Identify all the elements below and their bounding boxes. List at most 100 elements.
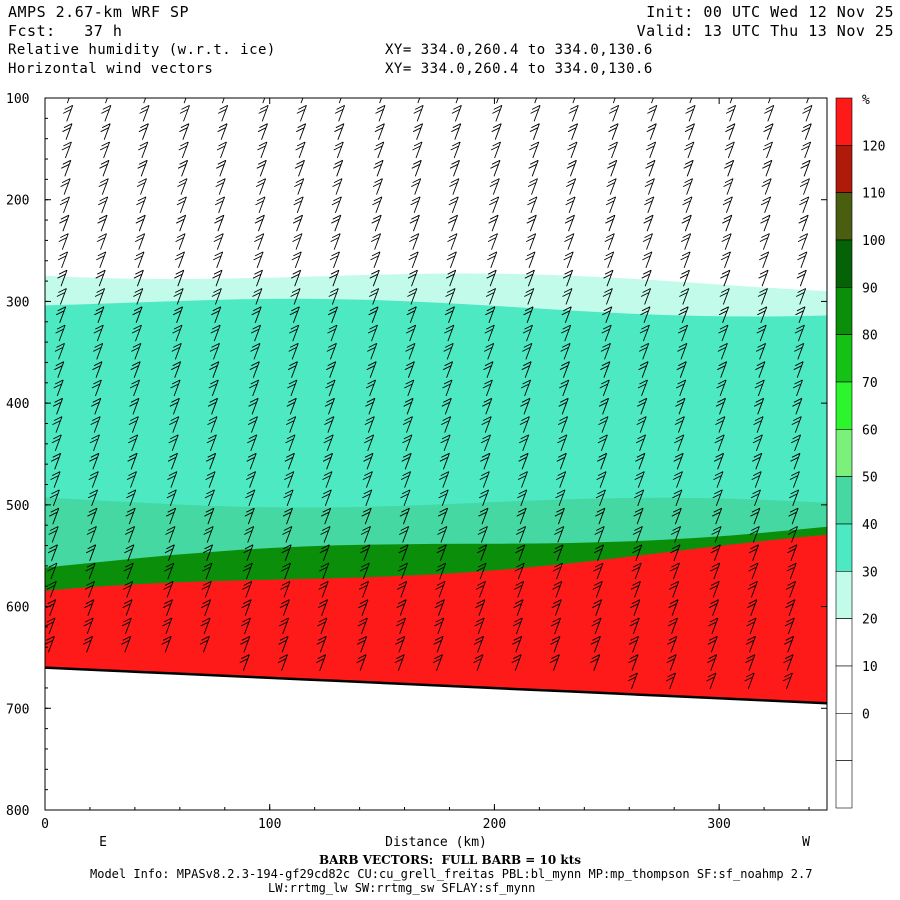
- wind-barb-flag: [784, 672, 793, 678]
- wind-barb-flag: [519, 471, 528, 477]
- wind-barb-staff: [555, 581, 563, 598]
- wind-barb-staff: [256, 270, 263, 287]
- wind-barb-flag: [717, 397, 726, 403]
- wind-barb-flag: [486, 273, 495, 279]
- wind-barb-staff: [97, 306, 105, 323]
- wind-barb-staff: [553, 636, 561, 653]
- wind-barb-flag: [214, 200, 224, 206]
- wind-barb-flag: [211, 342, 220, 348]
- wind-barb-flag: [512, 639, 521, 645]
- wind-barb-flag: [531, 123, 540, 129]
- wind-barb-staff: [524, 379, 532, 397]
- wind-barb-flag: [121, 639, 130, 645]
- wind-barb-flag: [709, 617, 719, 623]
- wind-barb-staff: [757, 398, 765, 415]
- wind-barb-flag: [282, 530, 291, 535]
- wind-barb-flag: [682, 182, 692, 188]
- wind-barb-staff: [767, 105, 775, 122]
- wind-barb-flag: [629, 621, 639, 627]
- wind-barb-flag: [525, 288, 535, 293]
- wind-barb-flag: [59, 200, 69, 206]
- wind-barb-flag: [489, 182, 499, 188]
- wind-barb-flag: [363, 489, 373, 495]
- wind-barb-flag: [443, 379, 453, 385]
- wind-barb-staff: [446, 343, 454, 360]
- wind-barb-flag: [601, 328, 610, 334]
- wind-barb-flag: [398, 530, 408, 535]
- wind-barb-flag: [315, 658, 325, 664]
- wind-barb-flag: [611, 87, 619, 91]
- wind-barb-flag: [483, 346, 493, 352]
- wind-barb-flag: [123, 566, 133, 572]
- wind-barb-flag: [725, 159, 734, 165]
- wind-barb-staff: [801, 233, 809, 250]
- wind-barb-flag: [88, 507, 98, 513]
- wind-barb-flag: [762, 178, 772, 184]
- wind-barb-flag: [332, 182, 341, 188]
- wind-barb-flag: [256, 163, 266, 169]
- wind-barb-flag: [602, 310, 611, 316]
- wind-barb-staff: [445, 379, 453, 397]
- wind-barb-flag: [760, 251, 769, 257]
- wind-barb-staff: [609, 196, 617, 214]
- wind-barb-flag: [51, 471, 61, 477]
- wind-barb-staff: [177, 270, 185, 287]
- wind-barb-flag: [83, 621, 92, 627]
- wind-barb-flag: [483, 397, 493, 403]
- wind-barb-flag: [255, 233, 265, 239]
- wind-barb-staff: [761, 288, 768, 305]
- wind-barb-staff: [569, 160, 577, 177]
- wind-barb-staff: [298, 141, 306, 159]
- wind-barb-flag: [205, 507, 215, 513]
- wind-barb-flag: [569, 91, 577, 95]
- wind-barb-staff: [572, 98, 576, 104]
- wind-barb-flag: [254, 218, 264, 224]
- wind-barb-staff: [128, 508, 136, 525]
- wind-barb-staff: [399, 617, 407, 635]
- wind-barb-flag: [676, 365, 686, 371]
- wind-barb-staff: [333, 251, 340, 269]
- wind-barb-flag: [162, 603, 172, 609]
- wind-barb-flag: [90, 420, 99, 426]
- wind-barb-staff: [212, 361, 220, 378]
- wind-barb-staff: [365, 471, 373, 488]
- wind-barb-staff: [181, 160, 189, 177]
- wind-barb-flag: [449, 163, 459, 169]
- wind-barb-flag: [178, 145, 188, 151]
- wind-barb-flag: [408, 288, 418, 293]
- wind-barb-staff: [181, 141, 189, 159]
- wind-barb-flag: [594, 562, 604, 568]
- wind-barb-flag: [515, 548, 524, 554]
- wind-barb-flag: [531, 91, 539, 95]
- wind-barb-staff: [247, 508, 255, 525]
- wind-barb-flag: [45, 621, 54, 627]
- wind-barb-staff: [99, 251, 107, 269]
- wind-barb-staff: [758, 361, 766, 378]
- wind-barb-flag: [322, 507, 331, 513]
- wind-barb-flag: [805, 87, 813, 91]
- wind-barb-flag: [93, 379, 102, 385]
- wind-barb-staff: [101, 178, 109, 195]
- wind-barb-flag: [323, 489, 332, 495]
- wind-barb-staff: [724, 251, 731, 269]
- wind-barb-flag: [686, 91, 694, 95]
- y-tick-label: 300: [6, 295, 29, 310]
- wind-barb-staff: [639, 416, 647, 433]
- wind-barb-flag: [285, 438, 294, 444]
- wind-barb-flag: [53, 416, 63, 422]
- wind-barb-flag: [604, 237, 614, 243]
- wind-barb-flag: [129, 401, 138, 407]
- wind-barb-flag: [333, 145, 343, 151]
- wind-barb-flag: [555, 526, 565, 531]
- wind-barb-flag: [605, 200, 615, 206]
- wind-barb-flag: [720, 273, 729, 279]
- wind-barb-flag: [291, 288, 301, 293]
- wind-barb-flag: [218, 123, 228, 129]
- wind-barb-flag: [134, 237, 144, 243]
- wind-barb-staff: [678, 398, 686, 415]
- wind-barb-flag: [529, 178, 538, 184]
- wind-barb-staff: [451, 215, 459, 232]
- wind-barb-staff: [786, 654, 794, 671]
